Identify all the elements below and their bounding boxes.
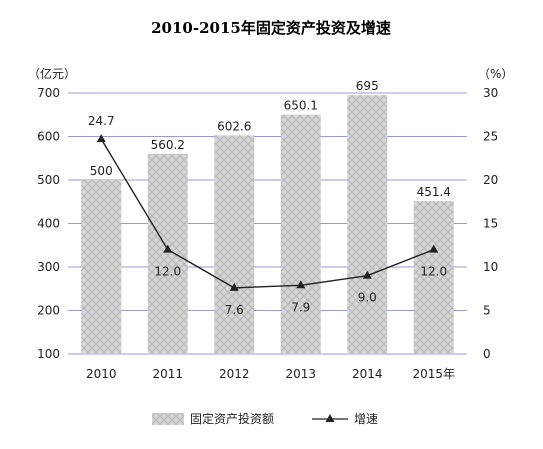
left-tick-label: 100	[37, 347, 60, 361]
right-tick-label: 10	[483, 260, 498, 274]
growth-value-label: 7.6	[225, 303, 244, 317]
bar-data-labels: 500 560.2 602.6 650.1 695 451.4	[90, 79, 451, 199]
growth-marker	[163, 244, 173, 253]
bar-series	[81, 95, 454, 355]
growth-value-label: 7.9	[291, 300, 310, 314]
growth-marker	[96, 134, 106, 143]
left-tick-label: 200	[37, 304, 60, 318]
x-tick-label: 2012	[219, 367, 250, 381]
x-axis-ticks: 2010 2011 2012 2013 2014 2015年	[86, 367, 455, 381]
growth-value-label: 9.0	[358, 291, 377, 305]
growth-value-label: 24.7	[88, 114, 115, 128]
left-tick-label: 700	[37, 86, 60, 100]
legend-bar-label: 固定资产投资额	[190, 411, 274, 426]
bar-value-label: 500	[90, 164, 113, 178]
growth-value-label: 12.0	[154, 265, 181, 279]
left-axis-unit: （亿元）	[28, 66, 76, 81]
right-tick-label: 30	[483, 86, 498, 100]
left-axis-ticks: 100 200 300 400 500 600 700	[37, 86, 60, 361]
left-tick-label: 400	[37, 217, 60, 231]
right-tick-label: 20	[483, 173, 498, 187]
x-tick-label: 2011	[152, 367, 183, 381]
x-tick-label: 2014	[352, 367, 383, 381]
bar-value-label: 602.6	[217, 119, 251, 133]
growth-value-label: 12.0	[420, 265, 447, 279]
x-tick-label: 2015年	[412, 367, 455, 381]
bar	[280, 114, 321, 354]
left-tick-label: 300	[37, 260, 60, 274]
right-tick-label: 5	[483, 304, 491, 318]
bar-value-label: 560.2	[151, 138, 185, 152]
bar-value-label: 451.4	[417, 185, 451, 199]
growth-marker	[429, 244, 439, 253]
bar-value-label: 695	[356, 79, 379, 93]
x-tick-label: 2013	[285, 367, 316, 381]
legend-line-label: 增速	[354, 412, 378, 426]
right-tick-label: 15	[483, 217, 498, 231]
right-tick-label: 25	[483, 130, 498, 144]
right-axis-ticks: 0 5 10 15 20 25 30	[483, 86, 498, 361]
right-axis-unit: （%）	[478, 67, 513, 81]
left-tick-label: 500	[37, 173, 60, 187]
bar	[413, 201, 454, 354]
legend: 固定资产投资额 增速	[152, 411, 378, 426]
line-series	[96, 134, 439, 291]
bar	[214, 135, 255, 354]
growth-marker	[229, 282, 239, 291]
bar-value-label: 650.1	[284, 99, 318, 113]
line-data-labels: 24.7 12.0 7.6 7.9 9.0 12.0	[88, 114, 447, 317]
left-tick-label: 600	[37, 130, 60, 144]
growth-marker	[296, 280, 306, 289]
bar	[81, 180, 122, 354]
chart-title: 2010-2015年固定资产投资及增速	[151, 19, 391, 37]
x-tick-label: 2010	[86, 367, 117, 381]
bar	[347, 95, 388, 355]
gridlines	[68, 92, 467, 355]
growth-line	[100, 138, 435, 289]
growth-marker	[362, 270, 372, 279]
legend-line-marker	[325, 414, 335, 422]
right-tick-label: 0	[483, 347, 491, 361]
legend-bar-swatch	[152, 413, 184, 425]
bar	[147, 153, 188, 354]
